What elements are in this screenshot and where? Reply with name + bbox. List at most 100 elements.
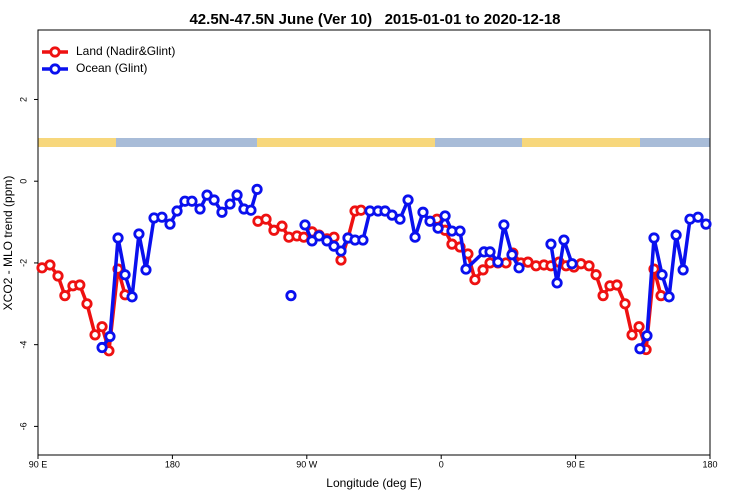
data-point [201,189,213,201]
data-point [590,269,602,281]
land-ocean-mask [38,138,710,147]
data-point [194,203,206,215]
data-point [626,329,638,341]
data-point [551,277,563,289]
legend-label: Land (Nadir&Glint) [76,44,175,58]
data-point [268,224,280,236]
data-point [96,321,108,333]
data-point [328,240,340,252]
y-tick-label: -2 [18,259,28,267]
data-point [251,183,263,195]
plot-frame [37,29,711,456]
data-point [313,230,325,242]
data-point [355,204,367,216]
legend-label: Ocean (Glint) [76,61,147,75]
y-tick-label: -4 [18,341,28,349]
data-point [285,290,297,302]
x-tick-label: 90 E [29,459,48,469]
data-point [677,264,689,276]
data-point [321,235,333,247]
data-point [619,298,631,310]
data-point [394,213,406,225]
data-point [492,256,504,268]
data-point [670,229,682,241]
data-point [59,290,71,302]
data-point [633,321,645,333]
data-point [74,279,86,291]
data-point [700,218,712,230]
data-point [417,206,429,218]
y-tick-label: 0 [18,179,28,184]
data-point [112,232,124,244]
data-point [126,291,138,303]
data-point [133,228,145,240]
mask-land [257,138,435,147]
x-tick-label: 0 [439,459,444,469]
data-point [44,259,56,271]
data-point [306,235,318,247]
data-point [357,234,369,246]
data-point [208,194,220,206]
data-point [484,246,496,258]
data-point [335,254,347,266]
data-point [583,260,595,272]
data-point [597,290,609,302]
chart-title: 42.5N-47.5N June (Ver 10) 2015-01-01 to … [189,11,560,28]
data-point [545,238,557,250]
x-tick-label: 180 [165,459,180,469]
mask-land [38,138,116,147]
data-point [454,225,466,237]
data-point [402,194,414,206]
data-point [89,329,101,341]
data-point [692,211,704,223]
data-point [156,211,168,223]
y-tick-label: 2 [18,97,28,102]
data-point [299,219,311,231]
data-point [611,279,623,291]
data-point [164,218,176,230]
data-point [186,195,198,207]
data-point [409,231,421,243]
y-axis-title: XCO2 - MLO trend (ppm) [1,176,15,311]
series-line [100,188,259,349]
x-tick-label: 90 W [296,459,318,469]
data-point [641,330,653,342]
data-point [140,264,152,276]
data-point [558,234,570,246]
y-tick-label: -6 [18,422,28,430]
data-point [81,298,93,310]
data-point [460,263,472,275]
data-point [335,245,347,257]
x-axis-title: Longitude (deg E) [326,476,421,490]
data-point [439,210,451,222]
series-line [549,238,574,285]
data-point [231,189,243,201]
data-point [506,249,518,261]
series-line [435,218,663,352]
data-point [477,264,489,276]
data-point [656,269,668,281]
data-point [224,198,236,210]
data-point [424,215,436,227]
data-point [498,219,510,231]
legend-marker [49,46,61,58]
x-tick-label: 180 [702,459,717,469]
data-point [52,270,64,282]
data-point [432,222,444,234]
data-point [96,341,108,354]
data-point [260,213,272,225]
x-tick-label: 90 E [566,459,585,469]
data-point [634,343,646,355]
data-point [663,291,675,303]
mask-land [522,138,640,147]
data-point [469,274,481,286]
data-point [245,204,257,216]
data-point [648,232,660,244]
data-point [513,262,525,274]
data-point [104,330,116,343]
data-point [276,220,288,232]
data-point [216,206,228,218]
data-point [171,205,183,217]
data-point [566,258,578,270]
